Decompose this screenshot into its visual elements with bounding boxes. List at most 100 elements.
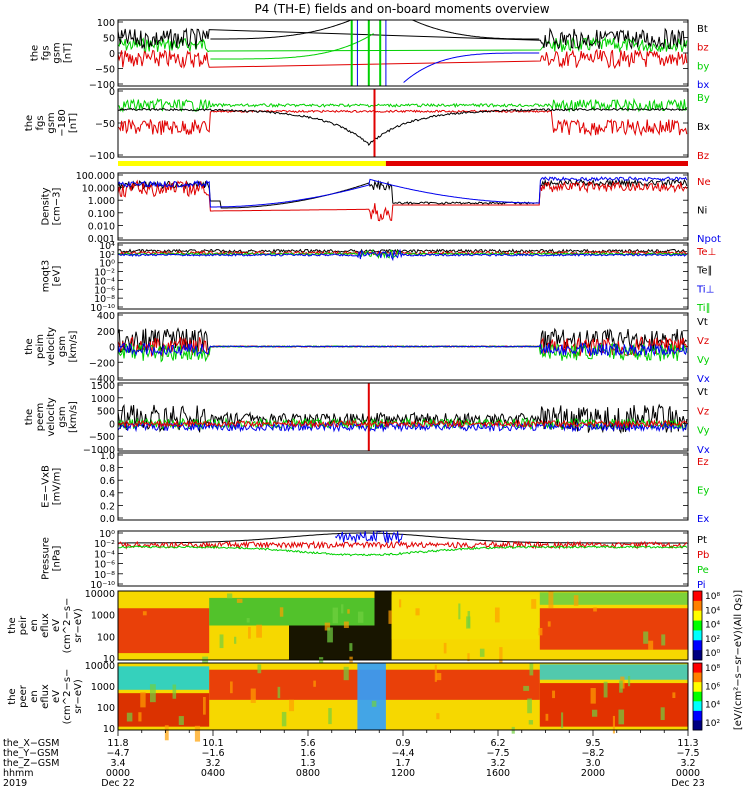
tick-label: 10⁻² [94, 539, 115, 550]
spectrogram-speck [250, 688, 256, 704]
colorbar-band [693, 620, 702, 631]
spectrogram-speck [246, 618, 250, 623]
ylabel-line: peir [18, 615, 29, 635]
spectrogram-speck [202, 656, 209, 668]
legend-Bt: Bt [697, 24, 708, 35]
xaxis-row-label: hhmm [3, 768, 34, 779]
tick-label: 10000 [85, 661, 115, 672]
spectrogram-speck [661, 634, 666, 646]
legend-Vy: Vy [697, 426, 710, 437]
spectrogram-speck [494, 607, 500, 623]
colorbar-band [693, 591, 702, 602]
tick-label: 10⁰ [99, 529, 115, 540]
panel-frame [117, 530, 689, 587]
series-tepar [117, 248, 687, 254]
tick-label: 10⁴ [99, 241, 115, 252]
ylabel-line: fgs [41, 45, 52, 60]
tick-label: 10⁻¹⁰ [90, 303, 115, 314]
xaxis-value: 3.0 [585, 758, 600, 769]
spectrogram-speck [643, 631, 649, 644]
spectrogram-block [118, 608, 210, 654]
panel-7: E=−VxB [mV/m] 1.0 0.80.6 0.40.2 0.0 Ez Ey Ex [41, 451, 710, 525]
tick-label: 100.000 [76, 171, 115, 182]
panel-9: the peir en eflux eV (cm^2−s− sr−eV)1000010001… [7, 589, 689, 671]
spectrogram-speck [327, 627, 333, 643]
colorbar-band [693, 600, 702, 612]
panel-5-ylabel: the peim velocity gsm [km/s] [24, 327, 79, 366]
status-bar-red [385, 161, 688, 166]
colorbar-band [693, 630, 702, 641]
tick-label: 10⁻⁴ [94, 549, 115, 560]
colorbar-tick: 10² [705, 635, 720, 645]
tick-label: 1.0 [100, 451, 115, 462]
xaxis-value: 1.3 [300, 758, 315, 769]
panel-frame [117, 172, 689, 241]
spectrogram-speck [357, 611, 364, 623]
panel-10-ylabel: the peer en eflux eV (cm^2−s− sr−eV) [7, 669, 84, 725]
tick-label: 100 [97, 632, 115, 643]
year-label: 2019 [3, 778, 27, 789]
series-bx [117, 107, 688, 147]
spectrogram-speck [627, 675, 631, 687]
spectrogram-speck [545, 713, 549, 721]
xaxis-row-label: the_Z−GSM [3, 758, 59, 769]
colorbar-band [693, 682, 702, 693]
ylabel-line: (cm^2−s− [62, 669, 73, 725]
xaxis-value: −4.7 [106, 748, 129, 759]
colorbar-band [693, 610, 702, 622]
date-start: Dec 22 [101, 778, 135, 789]
series-pb [117, 540, 688, 550]
tick-label: 500 [97, 407, 115, 418]
xaxis-value: 9.5 [585, 738, 600, 749]
spectrogram-speck [548, 591, 554, 609]
legend-Ti⊥: Ti⊥ [696, 284, 714, 295]
ylabel-line: sr−eV) [73, 608, 84, 643]
panel-frame [117, 452, 689, 521]
ylabel-line: gsm [46, 112, 57, 133]
xaxis-value: −7.5 [676, 748, 699, 759]
ylabel-line: the [7, 617, 18, 633]
spectrogram-speck [619, 680, 623, 693]
tick-label: 1000 [91, 611, 115, 622]
spectrogram-speck [172, 684, 177, 699]
ylabel-line: Density [41, 187, 52, 225]
colorbar-band [693, 672, 702, 683]
ylabel-line: moqt3 [41, 260, 52, 293]
xaxis-value: −4.4 [391, 748, 414, 759]
ylabel-line: gsm [57, 336, 68, 357]
series-bt-mid2 [392, 19, 540, 40]
spectrogram-speck [388, 610, 392, 624]
xaxis-row-label: the_Y−GSM [3, 748, 59, 759]
ylabel-line: [km/s] [68, 330, 79, 362]
series-bt [117, 27, 687, 51]
spectrogram-speck [203, 696, 206, 715]
legend-Ey: Ey [697, 486, 709, 497]
xaxis-value: 2000 [581, 768, 605, 779]
spectrogram-speck [313, 680, 316, 687]
tick-label: 10⁻¹⁰ [90, 580, 115, 591]
spectrogram-speck [415, 608, 420, 616]
spectrogram-speck [618, 709, 625, 725]
spectrogram-speck [466, 616, 471, 629]
spectrogram-block [209, 597, 375, 626]
tick-label: 0.001 [88, 234, 115, 245]
ylabel-line: peem [35, 403, 46, 431]
ylabel-line: [nPa] [52, 545, 63, 571]
spectrogram-speck [256, 624, 262, 638]
spectrogram-speck [434, 664, 437, 682]
tick-label: 10 [103, 724, 115, 735]
ylabel-line: [eV] [52, 266, 63, 287]
panel-frame [117, 242, 689, 310]
xaxis-value: −8.2 [581, 748, 604, 759]
spectrogram-speck [279, 607, 284, 617]
tick-label: 10⁻⁶ [94, 560, 115, 571]
spectrogram-speck [248, 626, 251, 639]
ylabel-line: the [7, 688, 18, 704]
legend-Vx: Vx [697, 374, 710, 385]
legend-Vy: Vy [697, 355, 710, 366]
ylabel-line: eflux [40, 684, 51, 709]
spectrogram-speck [467, 653, 470, 662]
xaxis-value: 3.4 [110, 758, 125, 769]
